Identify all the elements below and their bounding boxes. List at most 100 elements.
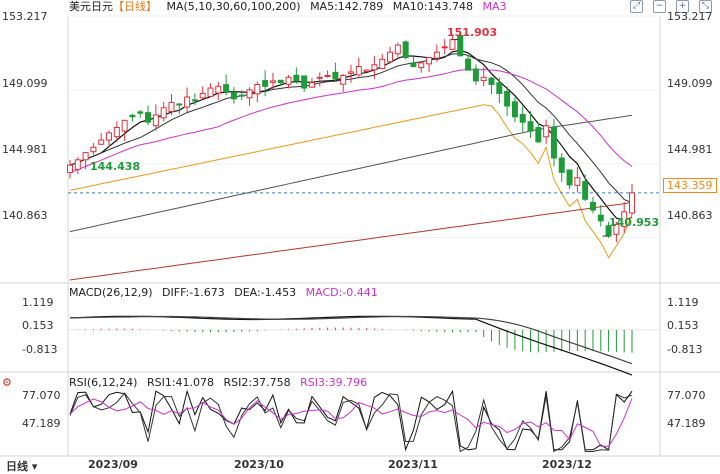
price-axis-label: 149.099 (2, 77, 48, 90)
candle-body (308, 82, 315, 88)
candle-body (543, 125, 550, 138)
macd-axis-label: 0.153 (22, 319, 54, 332)
candle-body (574, 177, 581, 186)
candle-body (340, 75, 347, 85)
candle-body (168, 101, 175, 113)
candle-body (324, 75, 331, 78)
ma5-value: MA5:142.789 (310, 0, 384, 13)
candle-body (511, 101, 518, 118)
rsi-axis-label: 47.189 (667, 417, 706, 430)
moving-averages (68, 49, 660, 281)
candle-body (301, 75, 308, 89)
candle-body (184, 96, 191, 108)
candle-body (277, 79, 284, 84)
candle-body (410, 62, 417, 68)
candle-body (426, 57, 433, 65)
x-axis-label: 2023/09 (88, 458, 138, 471)
candle-body (629, 192, 635, 214)
candle-body (457, 35, 464, 57)
x-axis-label: 2023/12 (542, 458, 592, 471)
candle-body (332, 71, 339, 80)
candle-body (472, 68, 479, 82)
macd-value: MACD:-0.441 (305, 286, 378, 299)
symbol-label: 美元日元 (69, 0, 113, 13)
rsi-label[interactable]: RSI(6,12,24) (69, 376, 138, 389)
macd-label[interactable]: MACD(26,12,9) (69, 286, 153, 299)
panel-frames (0, 16, 720, 457)
ma60-line (69, 104, 633, 259)
rsi-axis-label: 77.070 (667, 389, 706, 402)
rsi-header: RSI(6,12,24) RSI1:41.078 RSI2:37.758 RSI… (69, 376, 373, 390)
candle-body (74, 159, 81, 170)
low-annotation: 140.953 (609, 216, 660, 229)
price-axis-label: 149.099 (667, 77, 713, 90)
candle-body (121, 119, 128, 132)
x-axis-label: 2023/11 (388, 458, 438, 471)
macd-axis-label: -0.813 (667, 343, 703, 356)
candle-body (504, 91, 511, 107)
macd-axis-label: 1.119 (667, 296, 699, 309)
candle-body (465, 58, 472, 71)
macd-panel (68, 315, 660, 376)
candle-body (418, 62, 425, 69)
rsi-axis-label: 47.189 (22, 417, 61, 430)
candle-body (527, 121, 534, 132)
ma-params-label[interactable]: MA(5,10,30,60,100,200) (166, 0, 301, 13)
candle-body (558, 157, 565, 173)
annotations (452, 39, 609, 237)
main-chart-header: 美元日元【日线】 MA(5,10,30,60,100,200) MA5:142.… (69, 0, 513, 14)
candle-body (82, 152, 89, 161)
candle-body (176, 103, 183, 106)
candle-body (316, 76, 323, 79)
ma200-line (69, 202, 633, 281)
rsi3-line (69, 398, 633, 447)
candle-body (254, 83, 261, 95)
price-axis-label: 144.981 (667, 143, 713, 156)
expand-icon[interactable]: ⤢ (630, 0, 643, 13)
plus-icon[interactable]: + (676, 0, 689, 13)
chart-toolbar: ⤢ − + ⤡ (630, 0, 712, 13)
ma30-line (69, 68, 633, 173)
candle-body (262, 80, 269, 87)
rsi2-value: RSI2:37.758 (223, 376, 291, 389)
candle-body (293, 74, 300, 82)
price-axis-label: 153.217 (667, 10, 713, 23)
macd-dif-line (69, 315, 633, 376)
price-axis-label: 144.981 (2, 143, 48, 156)
candle-body (597, 214, 604, 222)
rsi-axis-label: 77.070 (22, 389, 61, 402)
period-label[interactable]: 【日线】 (113, 0, 157, 13)
candle-body (348, 71, 354, 74)
macd-axis-label: -0.813 (22, 343, 58, 356)
candle-body (387, 51, 394, 63)
candle-body (441, 46, 448, 49)
candle-body (246, 89, 253, 99)
candles (67, 34, 635, 243)
settings-icon[interactable]: ⚙ (2, 376, 12, 389)
macd-header: MACD(26,12,9) DIFF:-1.673 DEA:-1.453 MAC… (69, 286, 384, 300)
candle-body (145, 112, 152, 123)
collapse-icon[interactable]: ⤡ (699, 0, 712, 13)
macd-axis-label: 1.119 (22, 296, 54, 309)
candle-body (535, 127, 542, 143)
minus-icon[interactable]: − (653, 0, 666, 13)
candle-body (519, 114, 526, 123)
candle-body (160, 107, 167, 119)
current-price-label: 143.359 (663, 178, 717, 193)
start-low-annotation: 144.438 (90, 160, 141, 173)
candle-body (379, 58, 386, 70)
candle-body (402, 41, 409, 59)
candle-body (496, 82, 503, 94)
candle-body (90, 146, 97, 153)
period-button[interactable]: 日线 ▾ (6, 460, 38, 473)
price-axis-label: 140.863 (2, 209, 48, 222)
candle-body (355, 66, 362, 76)
candle-body (394, 44, 401, 55)
candle-body (223, 84, 230, 93)
ma3-value: MA3 (482, 0, 507, 13)
candle-body (621, 211, 628, 227)
candle-body (191, 99, 198, 102)
candle-body (199, 92, 206, 99)
ma10-value: MA10:143.748 (392, 0, 473, 13)
